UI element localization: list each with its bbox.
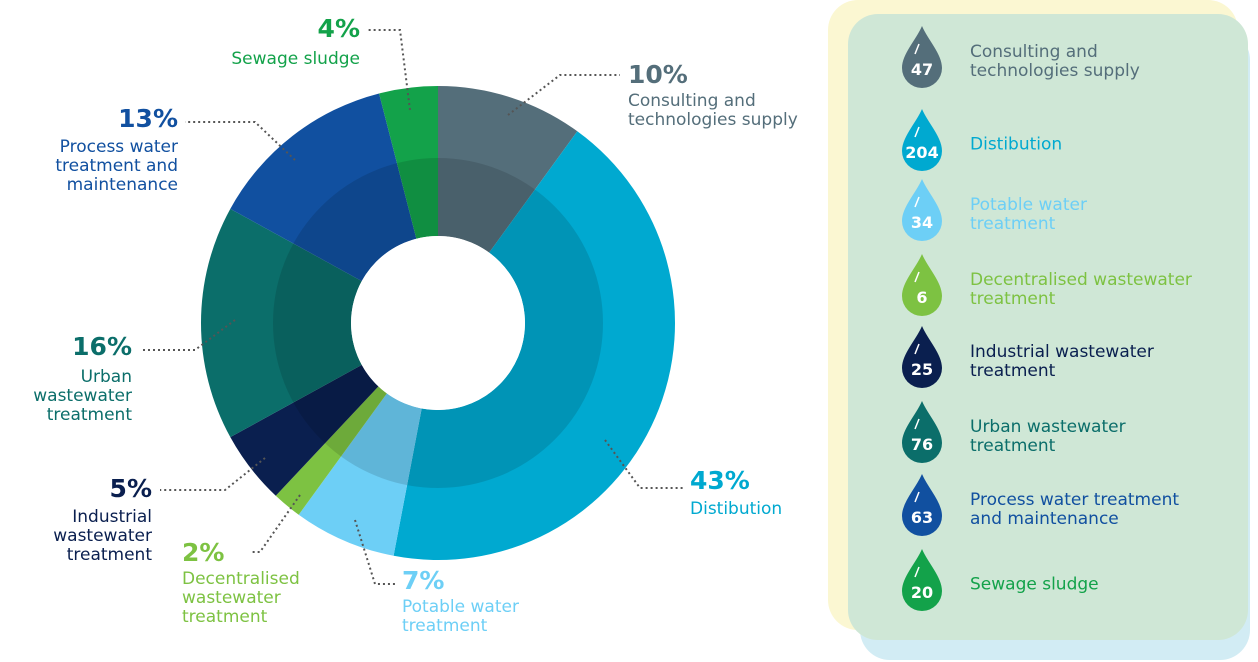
leader-line (368, 29, 411, 111)
percent-label: 16% (72, 332, 132, 361)
drop-highlight (914, 126, 920, 138)
percent-label: 43% (690, 466, 750, 495)
donut-segment (393, 131, 675, 560)
drop-highlight (914, 271, 920, 283)
percent-label: 7% (402, 566, 445, 595)
segment-label: Distibution (690, 499, 783, 519)
inner-ring (273, 158, 603, 488)
percent-label: 5% (109, 474, 152, 503)
donut-segment (275, 386, 387, 515)
legend-count: 20 (911, 583, 933, 602)
hole (351, 236, 525, 410)
legend-label: Industrial wastewater treatment (970, 342, 1154, 381)
legend-drop (902, 326, 942, 388)
donut-segment (230, 364, 379, 496)
legend-label: Process water treatment and maintenance (970, 490, 1180, 529)
leader-line (185, 121, 296, 161)
donut-segment (230, 93, 417, 282)
legend-count: 6 (916, 288, 927, 307)
leader-line (354, 519, 396, 585)
drop-highlight (914, 418, 920, 430)
legend-count: 204 (905, 143, 938, 162)
legend-drop (902, 26, 942, 88)
segment-label: Sewage sludge (231, 49, 360, 69)
leader-line (140, 319, 236, 351)
drop-highlight (914, 566, 920, 578)
legend-drop (902, 179, 942, 241)
leader-line (507, 74, 620, 116)
percent-label: 10% (628, 60, 688, 89)
legend-drop (902, 254, 942, 316)
legend-label: Potable water treatment (970, 195, 1087, 234)
legend-label: Consulting and technologies supply (970, 42, 1140, 81)
legend-label: Sewage sludge (970, 574, 1099, 595)
segment-label: Process water treatment and maintenance (55, 137, 178, 195)
donut-segment (438, 86, 578, 253)
percent-label: 4% (317, 14, 360, 43)
drop-highlight (914, 196, 920, 208)
drop-highlight (914, 43, 920, 55)
segment-label: Decentralised wastewater treatment (182, 569, 300, 627)
percent-label: 13% (118, 104, 178, 133)
legend-count: 76 (911, 435, 933, 454)
legend-count: 63 (911, 508, 933, 527)
legend-drop (902, 474, 942, 536)
percent-label: 2% (182, 538, 225, 567)
legend-drop (902, 401, 942, 463)
segment-label: Potable water treatment (402, 597, 519, 636)
legend-label: Decentralised wastewater treatment (970, 270, 1192, 309)
legend-panel (848, 14, 1248, 640)
legend-label: Distibution (970, 134, 1063, 155)
donut-segment (298, 393, 422, 556)
legend-count: 25 (911, 360, 933, 379)
legend-drop (902, 109, 942, 171)
segment-label: Urban wastewater treatment (33, 367, 132, 425)
segment-label: Consulting and technologies supply (628, 91, 798, 130)
donut-segment (200, 208, 362, 438)
legend-count: 34 (911, 213, 933, 232)
drop-highlight (914, 491, 920, 503)
segment-label: Industrial wastewater treatment (53, 507, 152, 565)
legend-label: Urban wastewater treatment (970, 417, 1126, 456)
leader-line (250, 494, 301, 553)
donut-segment (379, 86, 438, 239)
leader-line (160, 457, 266, 491)
drop-highlight (914, 343, 920, 355)
legend-count: 47 (911, 60, 933, 79)
legend-drop (902, 549, 942, 611)
